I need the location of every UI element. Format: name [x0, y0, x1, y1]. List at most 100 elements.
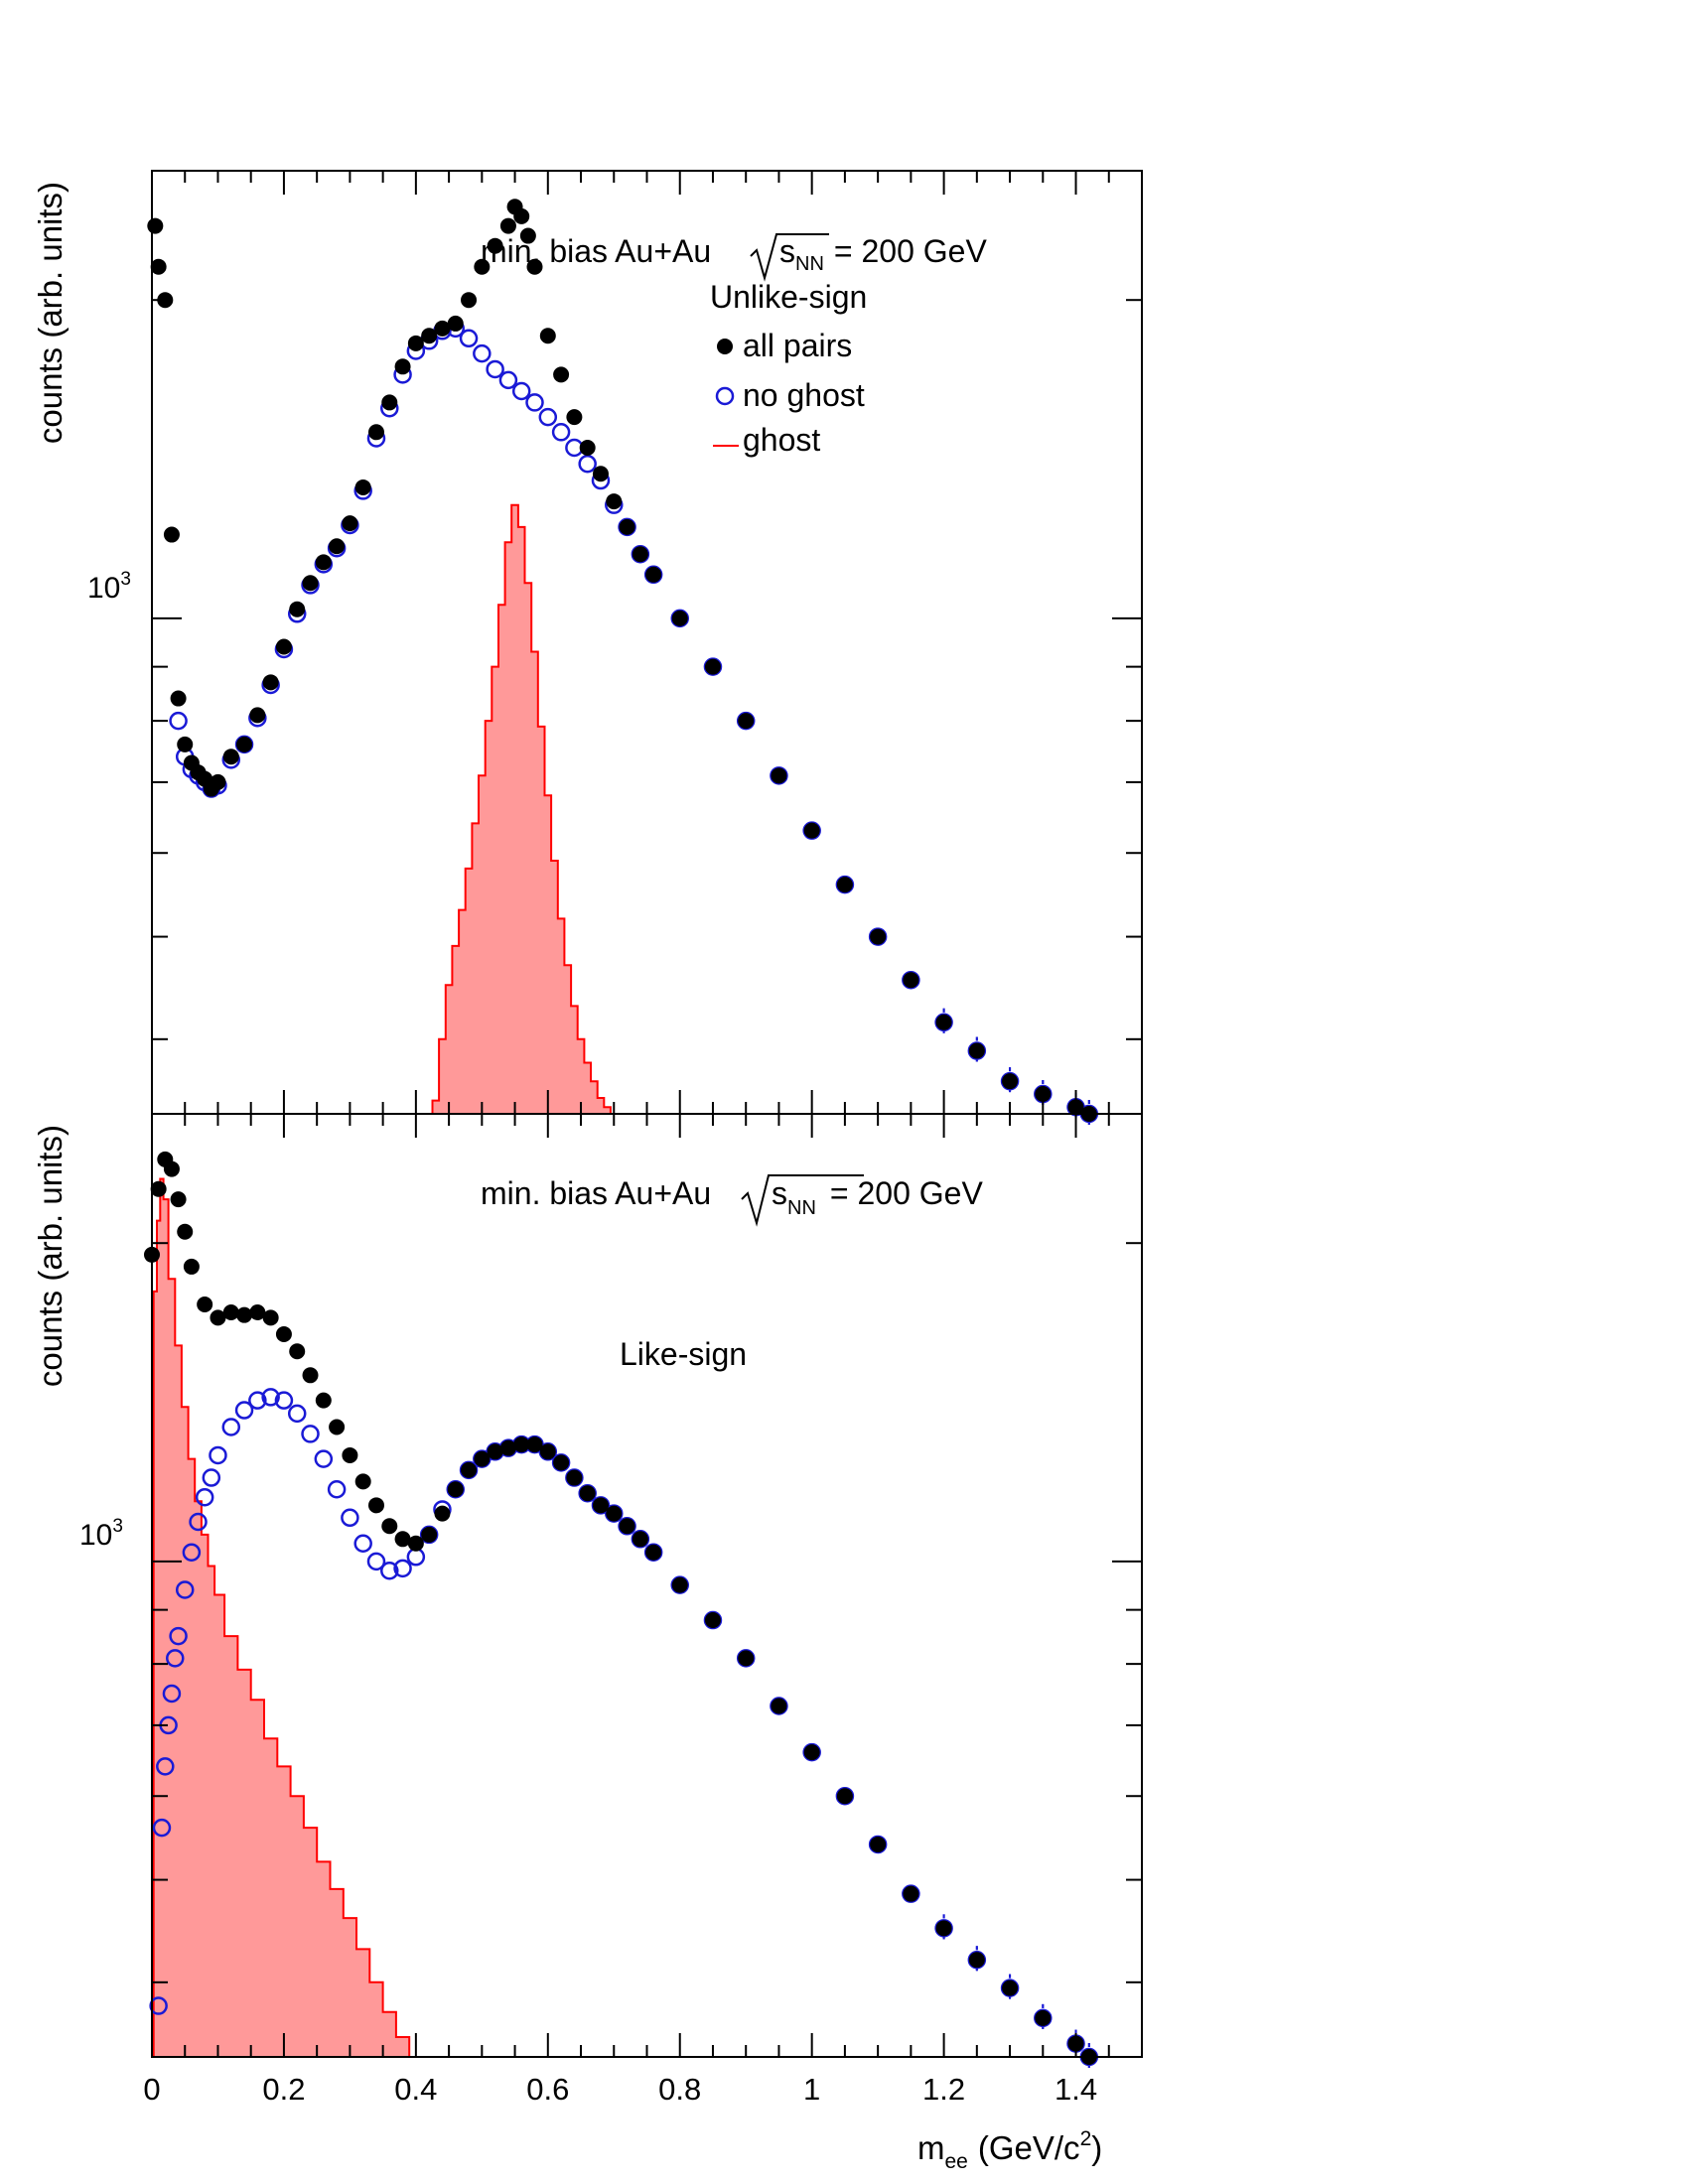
- x-tick-label: 0.4: [394, 2072, 437, 2107]
- bottom-no-ghost-point: [380, 1561, 399, 1580]
- legend-all-pairs-label: all pairs: [743, 328, 852, 363]
- top-all-pairs-point: [302, 575, 319, 592]
- bottom-no-ghost-point: [166, 1649, 185, 1668]
- top-all-pairs-point: [236, 736, 253, 752]
- bottom-all-pairs-point: [836, 1788, 853, 1805]
- bottom-no-ghost-point: [301, 1425, 320, 1443]
- top-all-pairs-point: [738, 713, 755, 730]
- top-subtitle: Unlike-sign: [710, 279, 867, 315]
- bottom-all-pairs-point: [461, 1461, 478, 1478]
- top-all-pairs-point: [606, 493, 623, 510]
- bottom-all-pairs-point: [329, 1419, 346, 1435]
- top-all-pairs-point: [315, 554, 332, 571]
- top-no-ghost-point: [498, 370, 518, 390]
- x-tick-label: 0.2: [262, 2072, 305, 2107]
- bottom-all-pairs-point: [566, 1469, 583, 1486]
- top-all-pairs-point: [870, 928, 887, 945]
- legend-no-ghost-marker: [715, 386, 735, 406]
- top-all-pairs-point: [553, 366, 570, 383]
- top-all-pairs-point: [447, 315, 464, 332]
- bottom-all-pairs-point: [539, 1443, 556, 1460]
- x-tick-labels: 0 0.2 0.4 0.6 0.8 1 1.2 1.4: [143, 2072, 1097, 2107]
- top-all-pairs-point: [513, 207, 530, 224]
- x-tick-label: 0: [143, 2072, 160, 2107]
- top-all-pairs-point: [434, 320, 451, 337]
- bottom-no-ghost-point: [182, 1543, 202, 1562]
- top-y-tick-label: 103: [87, 569, 131, 605]
- bottom-all-pairs-point: [903, 1885, 919, 1902]
- top-all-pairs-point: [671, 610, 688, 626]
- top-all-pairs-point: [592, 466, 609, 482]
- bottom-no-ghost-point: [175, 1580, 195, 1599]
- legend-ghost-label: ghost: [743, 422, 820, 458]
- top-all-pairs-point: [249, 707, 266, 724]
- top-all-pairs-point: [170, 690, 187, 707]
- bottom-no-ghost-point: [156, 1757, 175, 1776]
- bottom-all-pairs-point: [367, 1497, 384, 1514]
- top-all-pairs-point: [407, 335, 424, 351]
- bottom-no-ghost-point: [149, 1996, 168, 2015]
- bottom-no-ghost-point: [366, 1552, 386, 1571]
- top-all-pairs-point: [803, 822, 820, 839]
- top-all-pairs-point: [262, 674, 279, 691]
- top-y-ticks: [152, 299, 1142, 1040]
- sqrt-icon: [741, 1174, 864, 1227]
- bottom-title: min. bias Au+Au: [481, 1175, 711, 1211]
- top-ghost-histogram: [431, 503, 612, 1115]
- top-title-energy: sNN = 200 GeV: [779, 233, 987, 275]
- top-all-pairs-point: [968, 1042, 985, 1059]
- top-all-pairs-point: [177, 736, 194, 752]
- top-all-pairs-point: [461, 292, 478, 309]
- x-tick-label: 1.2: [922, 2072, 965, 2107]
- bottom-no-ghost-point: [327, 1479, 347, 1499]
- bottom-all-pairs-point: [771, 1698, 787, 1714]
- top-no-ghost-point: [578, 454, 597, 474]
- bottom-all-pairs-point: [447, 1481, 464, 1498]
- bottom-all-pairs-point: [342, 1446, 358, 1463]
- bottom-all-pairs-series: [144, 1151, 1097, 2071]
- bottom-all-pairs-point: [163, 1160, 180, 1177]
- top-all-pairs-point: [329, 538, 346, 555]
- top-all-pairs-point: [526, 258, 543, 275]
- bottom-all-pairs-point: [170, 1191, 187, 1208]
- bottom-all-pairs-point: [421, 1526, 438, 1543]
- bottom-all-pairs-point: [474, 1450, 491, 1467]
- bottom-all-pairs-point: [968, 1952, 985, 1969]
- top-all-pairs-point: [704, 658, 721, 675]
- bottom-all-pairs-point: [1002, 1979, 1019, 1996]
- bottom-subtitle: Like-sign: [620, 1336, 747, 1372]
- top-x-ticks: [151, 171, 1143, 1114]
- bottom-title-energy: sNN = 200 GeV: [772, 1175, 983, 1219]
- top-no-ghost-point: [486, 359, 504, 379]
- bottom-no-ghost-point: [274, 1391, 294, 1410]
- sqrt-icon: [750, 233, 829, 282]
- bottom-all-pairs-point: [499, 1439, 516, 1456]
- top-all-pairs-point: [519, 227, 536, 244]
- top-no-ghost-point: [551, 423, 571, 442]
- bottom-all-pairs-point: [632, 1531, 648, 1548]
- legend-all-pairs-marker: [717, 339, 733, 354]
- bottom-all-pairs-point: [407, 1535, 424, 1552]
- top-all-pairs-point: [632, 546, 648, 563]
- top-all-pairs-point: [539, 328, 556, 344]
- bottom-no-ghost-point: [393, 1559, 412, 1578]
- bottom-all-pairs-point: [606, 1505, 623, 1522]
- top-all-pairs-point: [147, 217, 164, 234]
- top-all-pairs-point: [342, 515, 358, 532]
- top-all-pairs-point: [1035, 1086, 1052, 1103]
- top-all-pairs-point: [579, 439, 596, 456]
- bottom-all-pairs-point: [526, 1436, 543, 1453]
- bottom-all-pairs-point: [249, 1303, 266, 1320]
- top-all-pairs-point: [222, 749, 239, 765]
- bottom-all-pairs-point: [381, 1518, 398, 1535]
- top-all-pairs-point: [474, 258, 491, 275]
- bottom-no-ghost-point: [221, 1418, 241, 1436]
- bottom-no-ghost-point: [189, 1512, 208, 1532]
- bottom-all-pairs-point: [803, 1744, 820, 1761]
- top-all-pairs-point: [566, 409, 583, 426]
- bottom-all-pairs-point: [177, 1223, 194, 1240]
- bottom-all-pairs-point: [289, 1343, 306, 1360]
- bottom-all-pairs-point: [935, 1920, 952, 1937]
- bottom-no-ghost-point: [162, 1684, 182, 1704]
